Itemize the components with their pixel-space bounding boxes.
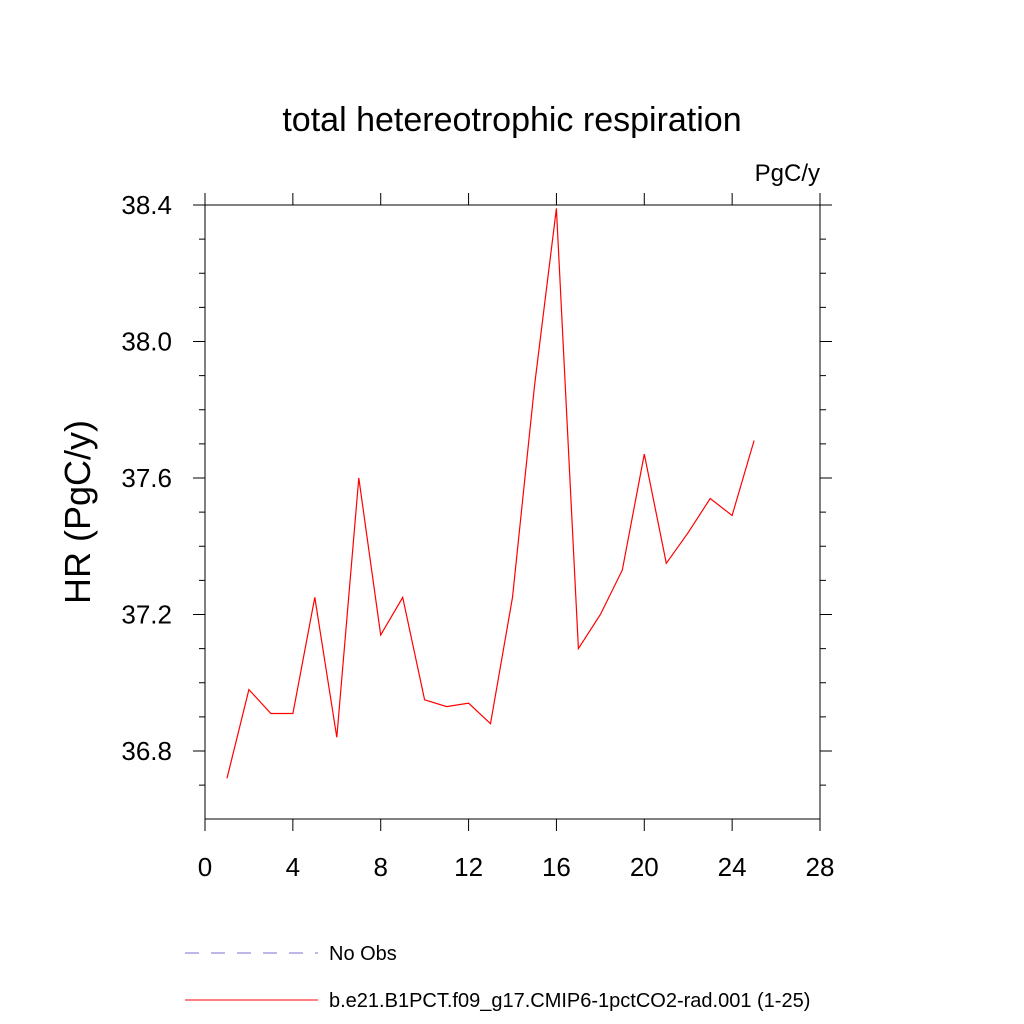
y-axis-label: HR (PgC/y) <box>57 420 98 604</box>
plot-area <box>226 208 755 779</box>
x-tick-label: 4 <box>286 852 300 882</box>
legend-label: No Obs <box>329 943 397 965</box>
legend: No Obs b.e21.B1PCT.f09_g17.CMIP6-1pctCO2-… <box>185 943 810 1012</box>
y-tick-label: 37.6 <box>121 463 172 493</box>
y-tick-label: 38.0 <box>121 327 172 357</box>
x-tick-label: 28 <box>806 852 835 882</box>
x-tick-label: 0 <box>198 852 212 882</box>
x-tick-label: 8 <box>373 852 387 882</box>
x-tick-label: 12 <box>454 852 483 882</box>
y-tick-label: 37.2 <box>121 600 172 630</box>
x-tick-label: 20 <box>630 852 659 882</box>
axis-ticks: 0 4 8 12 16 20 24 28 36.8 37.2 37.6 38.0 38.4 <box>121 190 834 882</box>
y-tick-label: 36.8 <box>121 736 172 766</box>
units-label: PgC/y <box>755 160 820 187</box>
y-tick-label: 38.4 <box>121 190 172 220</box>
chart-title: total hetereotrophic respiration <box>282 101 741 139</box>
plot-frame <box>204 204 821 820</box>
x-tick-label: 16 <box>542 852 571 882</box>
legend-label: b.e21.B1PCT.f09_g17.CMIP6-1pctCO2-rad.00… <box>329 990 810 1012</box>
x-tick-label: 24 <box>718 852 747 882</box>
series-line <box>226 208 755 779</box>
